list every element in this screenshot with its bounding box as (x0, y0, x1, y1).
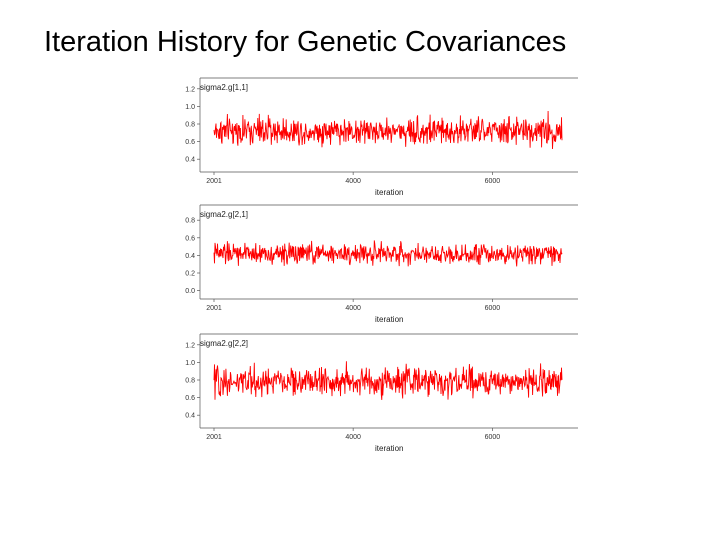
x-tick-label: 2001 (206, 434, 222, 441)
x-tick-label: 6000 (485, 305, 501, 312)
trace-series-line (213, 110, 563, 150)
x-tick-label: 2001 (206, 178, 222, 185)
y-tick-label: 1.2 (185, 86, 195, 93)
x-axis-label: iteration (375, 444, 404, 453)
x-tick-label: 4000 (345, 178, 361, 185)
y-tick-label: 0.2 (185, 271, 195, 278)
trace-series-line (213, 240, 563, 267)
trace-plot-svg: 0.0 0.2 0.4 0.6 0.8 2001 4000 6000 (185, 204, 578, 312)
x-axis-label: iteration (375, 188, 404, 197)
y-tick-label: 0.4 (185, 413, 195, 420)
trace-plot-sigma2-g-1-1: 0.4 0.6 0.8 1.0 1.2 2001 4000 6000 sigma2.g[1,1… (170, 74, 590, 198)
y-tick-label: 0.6 (185, 235, 195, 242)
y-tick-label: 0.6 (185, 395, 195, 402)
x-tick-label: 4000 (345, 434, 361, 441)
y-tick-label: 1.2 (185, 342, 195, 349)
trace-plot-title: sigma2.g[1,1] (200, 83, 249, 92)
y-tick-label: 0.4 (185, 157, 195, 164)
trace-plot-sigma2-g-2-2: 0.4 0.6 0.8 1.0 1.2 2001 4000 6000 sigma2.g[2,2… (170, 330, 590, 454)
x-tick-label: 6000 (485, 434, 501, 441)
y-tick-label: 0.8 (185, 378, 195, 385)
trace-plot-sigma2-g-2-1: 0.0 0.2 0.4 0.6 0.8 2001 4000 6000 sigma2.g[2,1… (170, 201, 590, 325)
x-tick-label: 4000 (345, 305, 361, 312)
trace-plot-svg: 0.4 0.6 0.8 1.0 1.2 2001 4000 6000 (185, 333, 578, 441)
trace-plot-svg: 0.4 0.6 0.8 1.0 1.2 2001 4000 6000 (185, 77, 578, 185)
x-tick-label: 6000 (485, 178, 501, 185)
y-tick-label: 0.0 (185, 288, 195, 295)
y-tick-label: 0.8 (185, 218, 195, 225)
x-tick-label: 2001 (206, 305, 222, 312)
y-tick-label: 1.0 (185, 360, 195, 367)
x-axis-label: iteration (375, 315, 404, 324)
trace-series-line (213, 361, 563, 400)
y-tick-label: 0.6 (185, 139, 195, 146)
trace-plot-title: sigma2.g[2,1] (200, 210, 249, 219)
y-tick-label: 0.8 (185, 122, 195, 129)
y-tick-label: 1.0 (185, 104, 195, 111)
trace-plot-title: sigma2.g[2,2] (200, 339, 249, 348)
y-tick-label: 0.4 (185, 253, 195, 260)
slide-title: Iteration History for Genetic Covariance… (44, 26, 567, 58)
